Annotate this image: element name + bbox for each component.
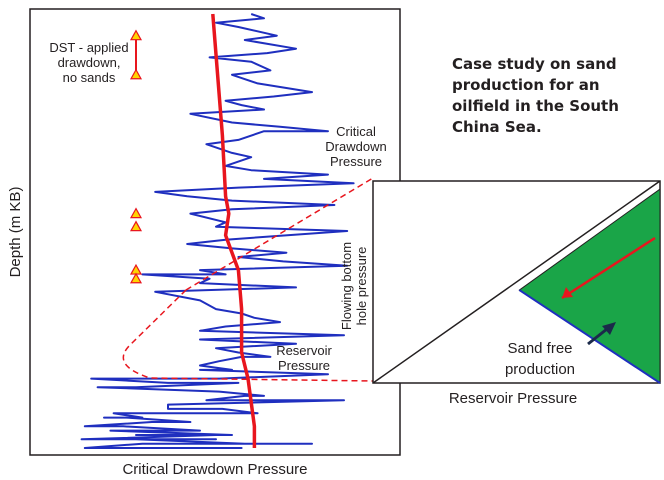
log-x-axis-label: Critical Drawdown Pressure: [122, 461, 307, 478]
flowing-bhp-label-line1: Flowing bottom: [339, 242, 354, 330]
red-arrow: [561, 236, 656, 300]
sand-window-plot: Sand free production Flowing bottom hole…: [339, 180, 661, 407]
dst-marker: [129, 29, 143, 41]
flowing-bhp-label-line2: hole pressure: [354, 247, 369, 326]
dst-marker: [129, 207, 143, 219]
zoom-callout-lines: [122, 177, 374, 382]
dst-marker: [129, 220, 143, 232]
red-arrowhead: [562, 287, 573, 298]
sand-free-label-line2: production: [505, 361, 575, 378]
case-study-caption: Case study on sand production for an oil…: [452, 55, 619, 136]
sand-free-label-line1: Sand free: [507, 340, 572, 357]
dst-marker: [129, 272, 143, 284]
navy-arrowhead: [602, 322, 616, 335]
dst-marker: [129, 68, 143, 80]
log-y-axis-label: Depth (m KB): [7, 187, 24, 278]
log-layer: [80, 13, 355, 449]
critical-drawdown-annotation: Critical Drawdown Pressure: [325, 124, 386, 169]
dst-annotation: DST - applied drawdown, no sands: [49, 40, 128, 85]
sand-plot-x-label: Reservoir Pressure: [449, 390, 577, 407]
critical-boundary-line: [518, 289, 661, 384]
reservoir-pressure-annotation: Reservoir Pressure: [276, 343, 332, 373]
diagonal-line: [372, 180, 661, 384]
reservoir-pressure-series-line: [211, 13, 257, 448]
